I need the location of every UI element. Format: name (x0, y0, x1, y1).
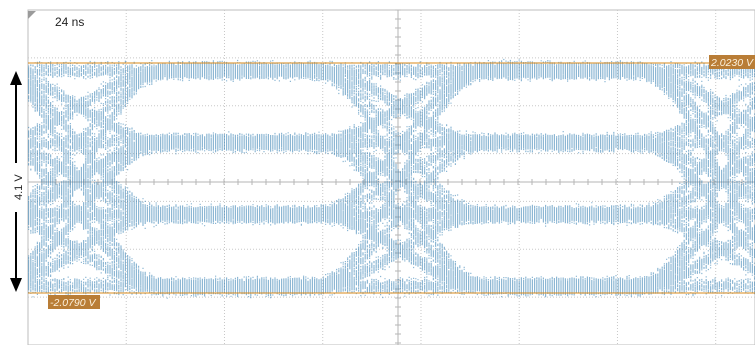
cursor-top-label: 2.0230 V (709, 55, 755, 69)
amplitude-label: 4.1 V (13, 174, 25, 200)
svg-text:2.0230 V: 2.0230 V (710, 57, 754, 69)
svg-text:-2.0790 V: -2.0790 V (50, 297, 97, 309)
trigger-marker (28, 11, 36, 19)
timebase-label: 24 ns (55, 15, 84, 29)
eye-trace-points (28, 59, 755, 299)
eye-diagram-trace (28, 59, 755, 299)
cursor-bottom-label: -2.0790 V (48, 295, 100, 309)
